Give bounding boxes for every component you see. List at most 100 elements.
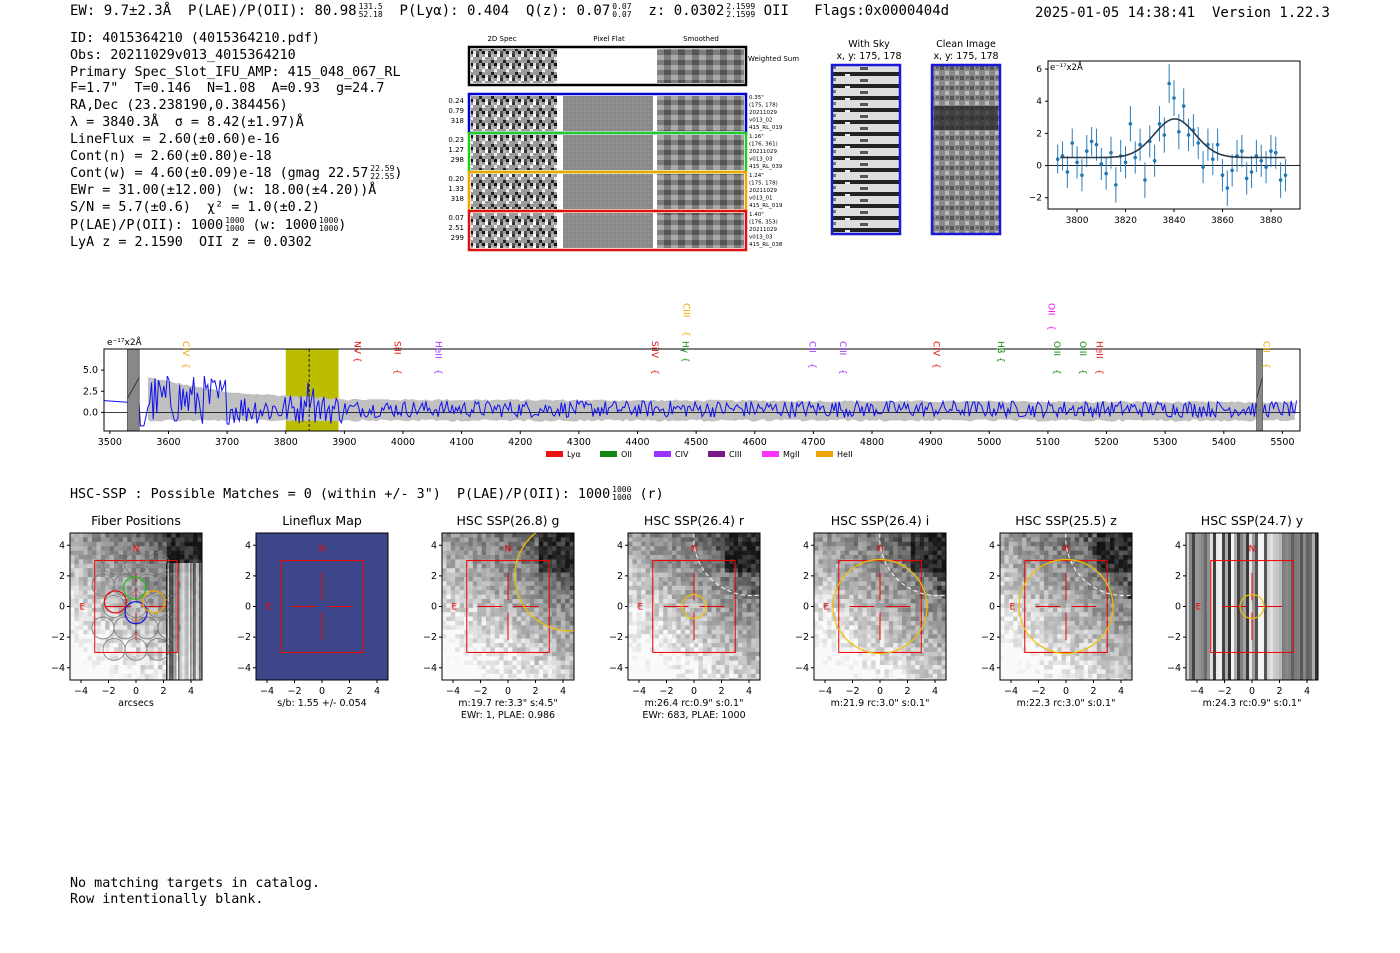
px — [875, 572, 881, 578]
px — [530, 634, 535, 639]
px — [122, 665, 128, 670]
px — [136, 537, 141, 543]
px — [919, 607, 925, 613]
px — [508, 647, 513, 653]
px — [477, 607, 482, 613]
px — [742, 634, 748, 639]
px — [751, 537, 756, 543]
px — [694, 651, 699, 657]
px — [477, 665, 482, 670]
px — [74, 563, 80, 569]
px — [733, 568, 739, 573]
px — [1074, 563, 1080, 569]
px — [158, 568, 163, 573]
px — [827, 669, 832, 675]
px — [153, 585, 159, 591]
px — [560, 625, 566, 631]
px — [87, 581, 93, 587]
px — [844, 634, 850, 639]
px — [658, 669, 664, 675]
px — [893, 533, 898, 538]
px — [560, 669, 566, 675]
px — [716, 638, 721, 644]
px — [472, 665, 478, 670]
px — [565, 603, 570, 609]
px — [1096, 546, 1102, 551]
px — [494, 660, 500, 666]
px — [1039, 559, 1045, 565]
px — [530, 568, 535, 573]
px — [74, 656, 80, 661]
px — [880, 581, 885, 587]
px — [1039, 541, 1045, 547]
px — [1105, 559, 1111, 565]
px — [724, 568, 730, 573]
px — [910, 577, 916, 582]
px — [866, 559, 872, 565]
px — [862, 599, 868, 604]
px — [676, 594, 682, 600]
px — [636, 643, 642, 648]
px — [694, 647, 699, 653]
px — [924, 559, 929, 565]
px — [897, 616, 903, 622]
px — [494, 638, 500, 644]
px — [144, 638, 150, 644]
px — [459, 621, 465, 626]
fiber-circle-10 — [91, 616, 115, 640]
px — [650, 555, 655, 560]
fiber-stripe-22 — [199, 563, 201, 680]
px — [641, 594, 646, 600]
px — [663, 590, 668, 595]
line-marker-8: CIII — [837, 341, 847, 355]
px — [131, 651, 137, 657]
px — [928, 621, 934, 626]
px — [543, 651, 548, 657]
px — [827, 572, 832, 578]
line-marker-bracket-8: { — [837, 369, 847, 375]
px — [702, 625, 708, 631]
px — [707, 638, 712, 644]
px — [632, 541, 638, 547]
px — [928, 585, 934, 591]
px — [180, 555, 185, 560]
px — [450, 546, 456, 551]
px — [127, 599, 132, 604]
px — [1070, 559, 1076, 565]
px — [866, 678, 872, 680]
px — [468, 669, 474, 675]
px — [508, 581, 513, 587]
px — [114, 546, 119, 551]
px — [875, 603, 881, 609]
px — [844, 550, 850, 556]
px — [105, 603, 110, 609]
px — [871, 581, 876, 587]
px — [818, 669, 824, 675]
px — [853, 625, 859, 631]
px — [818, 621, 824, 626]
px — [924, 651, 929, 657]
px — [919, 656, 925, 661]
px — [1044, 577, 1049, 582]
px — [105, 563, 110, 569]
px — [472, 541, 478, 547]
px — [149, 616, 154, 622]
px — [910, 665, 916, 670]
px — [827, 656, 832, 661]
px — [667, 546, 673, 551]
px — [729, 607, 734, 613]
px — [1127, 533, 1132, 538]
px — [543, 621, 548, 626]
px — [499, 555, 504, 560]
px — [902, 581, 907, 587]
px — [552, 665, 557, 670]
px — [459, 647, 465, 653]
px — [663, 599, 668, 604]
px — [1127, 550, 1132, 556]
px — [755, 585, 760, 591]
px — [547, 603, 553, 609]
px — [658, 572, 664, 578]
px — [96, 599, 102, 604]
px — [74, 568, 80, 573]
px — [472, 643, 478, 648]
